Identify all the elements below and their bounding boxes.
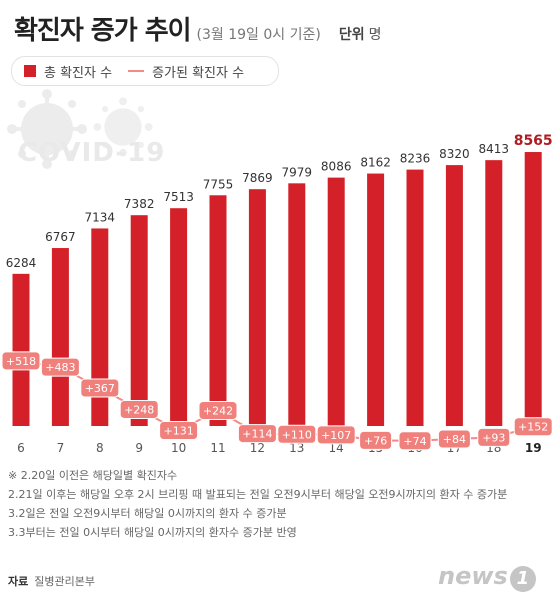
increase-badge [513,417,553,437]
chart-header: 확진자 증가 추이 (3월 19일 0시 기준) 단위 명 [14,10,382,50]
increase-label: +518 [6,355,36,368]
bar-value-label: 7382 [124,197,155,211]
bar-value-label: 8236 [400,152,431,166]
increase-badge [1,351,41,371]
increase-badge [159,421,199,441]
bar [327,177,345,426]
bar [524,152,542,427]
bar-value-label: 8565 [514,133,553,149]
x-tick-label: 10 [171,441,186,455]
increase-badge [198,401,238,421]
increase-badge [80,378,120,398]
virus-illustration [7,89,87,169]
increase-badge [237,424,277,444]
chart-plot: 6284 6 6767 7 7134 8 7382 9 7513 10 7755 11 7869 12 79… [1,133,553,455]
chart-subtitle: (3월 19일 0시 기준) [196,27,321,43]
increase-badge [119,399,159,419]
increase-label: +84 [443,433,466,446]
bar-value-label: 7755 [203,177,234,191]
increase-badge [477,427,511,447]
increase-label: +242 [203,405,233,418]
bar-value-label: 8162 [360,156,391,170]
chart-legend: 총 확진자 수 증가된 확진자 수 [11,56,279,86]
bar-value-label: 6284 [6,256,37,270]
footnote: 3.2일은 전일 오전9시부터 해당일 0시까지의 환자 수 증가분 [8,507,287,520]
increase-badge [277,424,317,444]
increase-badge [437,429,471,449]
x-tick-label: 13 [289,441,304,455]
source-label: 자료 [8,575,29,588]
bar [248,189,266,426]
bar [485,160,503,426]
bar [209,195,227,426]
bar-value-label: 8086 [321,160,352,174]
legend-item-total: 총 확진자 수 [24,62,112,81]
bar [12,273,30,426]
increase-label: +76 [364,434,387,447]
increase-label: +107 [321,429,351,442]
bar [130,215,148,426]
increase-label: +131 [163,425,193,438]
source-value: 질병관리본부 [34,575,95,588]
bar [406,169,424,426]
increase-label: +483 [45,361,75,374]
bar [91,228,109,426]
bar [51,248,69,426]
footnotes: ※ 2.20일 이전은 해당일별 확진자수 2.21일 이후는 해당일 오후 2… [8,466,507,542]
increase-label: +152 [518,421,548,434]
legend-label-increase: 증가된 확진자 수 [152,65,245,81]
increase-label: +367 [85,382,115,395]
x-tick-label: 19 [525,441,542,455]
bar [445,165,463,426]
x-tick-label: 14 [329,441,344,455]
bar [288,183,306,426]
bar-value-label: 8320 [439,147,470,161]
x-tick-label: 12 [250,441,265,455]
footnote: ※ 2.20일 이전은 해당일별 확진자수 [8,469,178,482]
increase-badge [40,357,80,377]
bar-value-label: 8413 [479,142,510,156]
bar [367,173,385,426]
x-tick-label: 11 [210,441,225,455]
virus-illustration [93,97,153,157]
increase-badge [316,425,356,445]
footnote: 3.3부터는 전일 0시부터 해당일 0시까지의 환자수 증가분 반영 [8,526,297,539]
increase-label: +114 [242,428,272,441]
chart-title: 확진자 증가 추이 [14,16,192,46]
legend-item-increase: 증가된 확진자 수 [128,62,244,81]
increase-badge [359,430,393,450]
bar-value-label: 6767 [45,230,76,244]
increase-label: +74 [403,435,426,448]
unit-value: 명 [368,27,382,43]
bar-value-label: 7869 [242,171,273,185]
covid-watermark: COVID-19 [18,138,166,168]
bar-value-label: 7513 [163,190,194,204]
legend-label-total: 총 확진자 수 [44,65,113,81]
increase-badge [398,431,432,451]
legend-bar-swatch [24,65,36,77]
logo-badge: 1 [509,566,536,592]
x-tick-label: 8 [96,441,104,455]
x-tick-label: 6 [17,441,25,455]
source: 자료 질병관리본부 [8,573,95,589]
x-tick-label: 9 [135,441,143,455]
x-tick-label: 7 [57,441,65,455]
increase-label: +248 [124,403,154,416]
increase-label: +93 [482,431,505,444]
increase-label: +110 [282,428,312,441]
news1-logo: news 1 [438,562,536,592]
legend-line-swatch [128,70,145,72]
bar [170,208,188,426]
bar-value-label: 7134 [85,210,116,224]
unit-label: 단위 [338,27,365,43]
logo-text: news [438,562,508,590]
bar-value-label: 7979 [282,165,313,179]
footnote: 2.21일 이후는 해당일 오후 2시 브리핑 때 발표되는 전일 오전9시부터… [8,488,508,501]
